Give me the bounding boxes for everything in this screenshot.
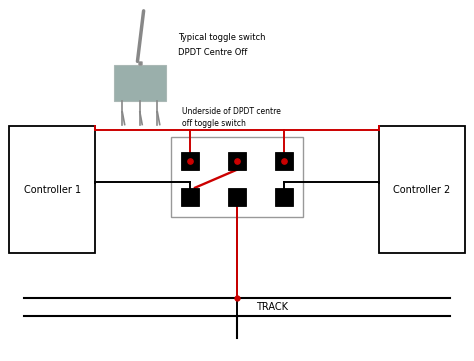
Bar — [181, 152, 199, 170]
Text: Typical toggle switch: Typical toggle switch — [178, 34, 265, 42]
Bar — [275, 188, 293, 206]
Bar — [181, 188, 199, 206]
Bar — [228, 152, 246, 170]
Text: Controller 2: Controller 2 — [393, 184, 450, 195]
Bar — [228, 188, 246, 206]
Bar — [9, 126, 95, 253]
Bar — [275, 152, 293, 170]
Bar — [171, 137, 303, 217]
Bar — [114, 65, 166, 101]
Text: DPDT Centre Off: DPDT Centre Off — [178, 48, 247, 57]
Text: Controller 1: Controller 1 — [24, 184, 81, 195]
Text: Underside of DPDT centre
off toggle switch: Underside of DPDT centre off toggle swit… — [182, 107, 282, 128]
Bar — [379, 126, 465, 253]
Text: TRACK: TRACK — [256, 302, 288, 312]
